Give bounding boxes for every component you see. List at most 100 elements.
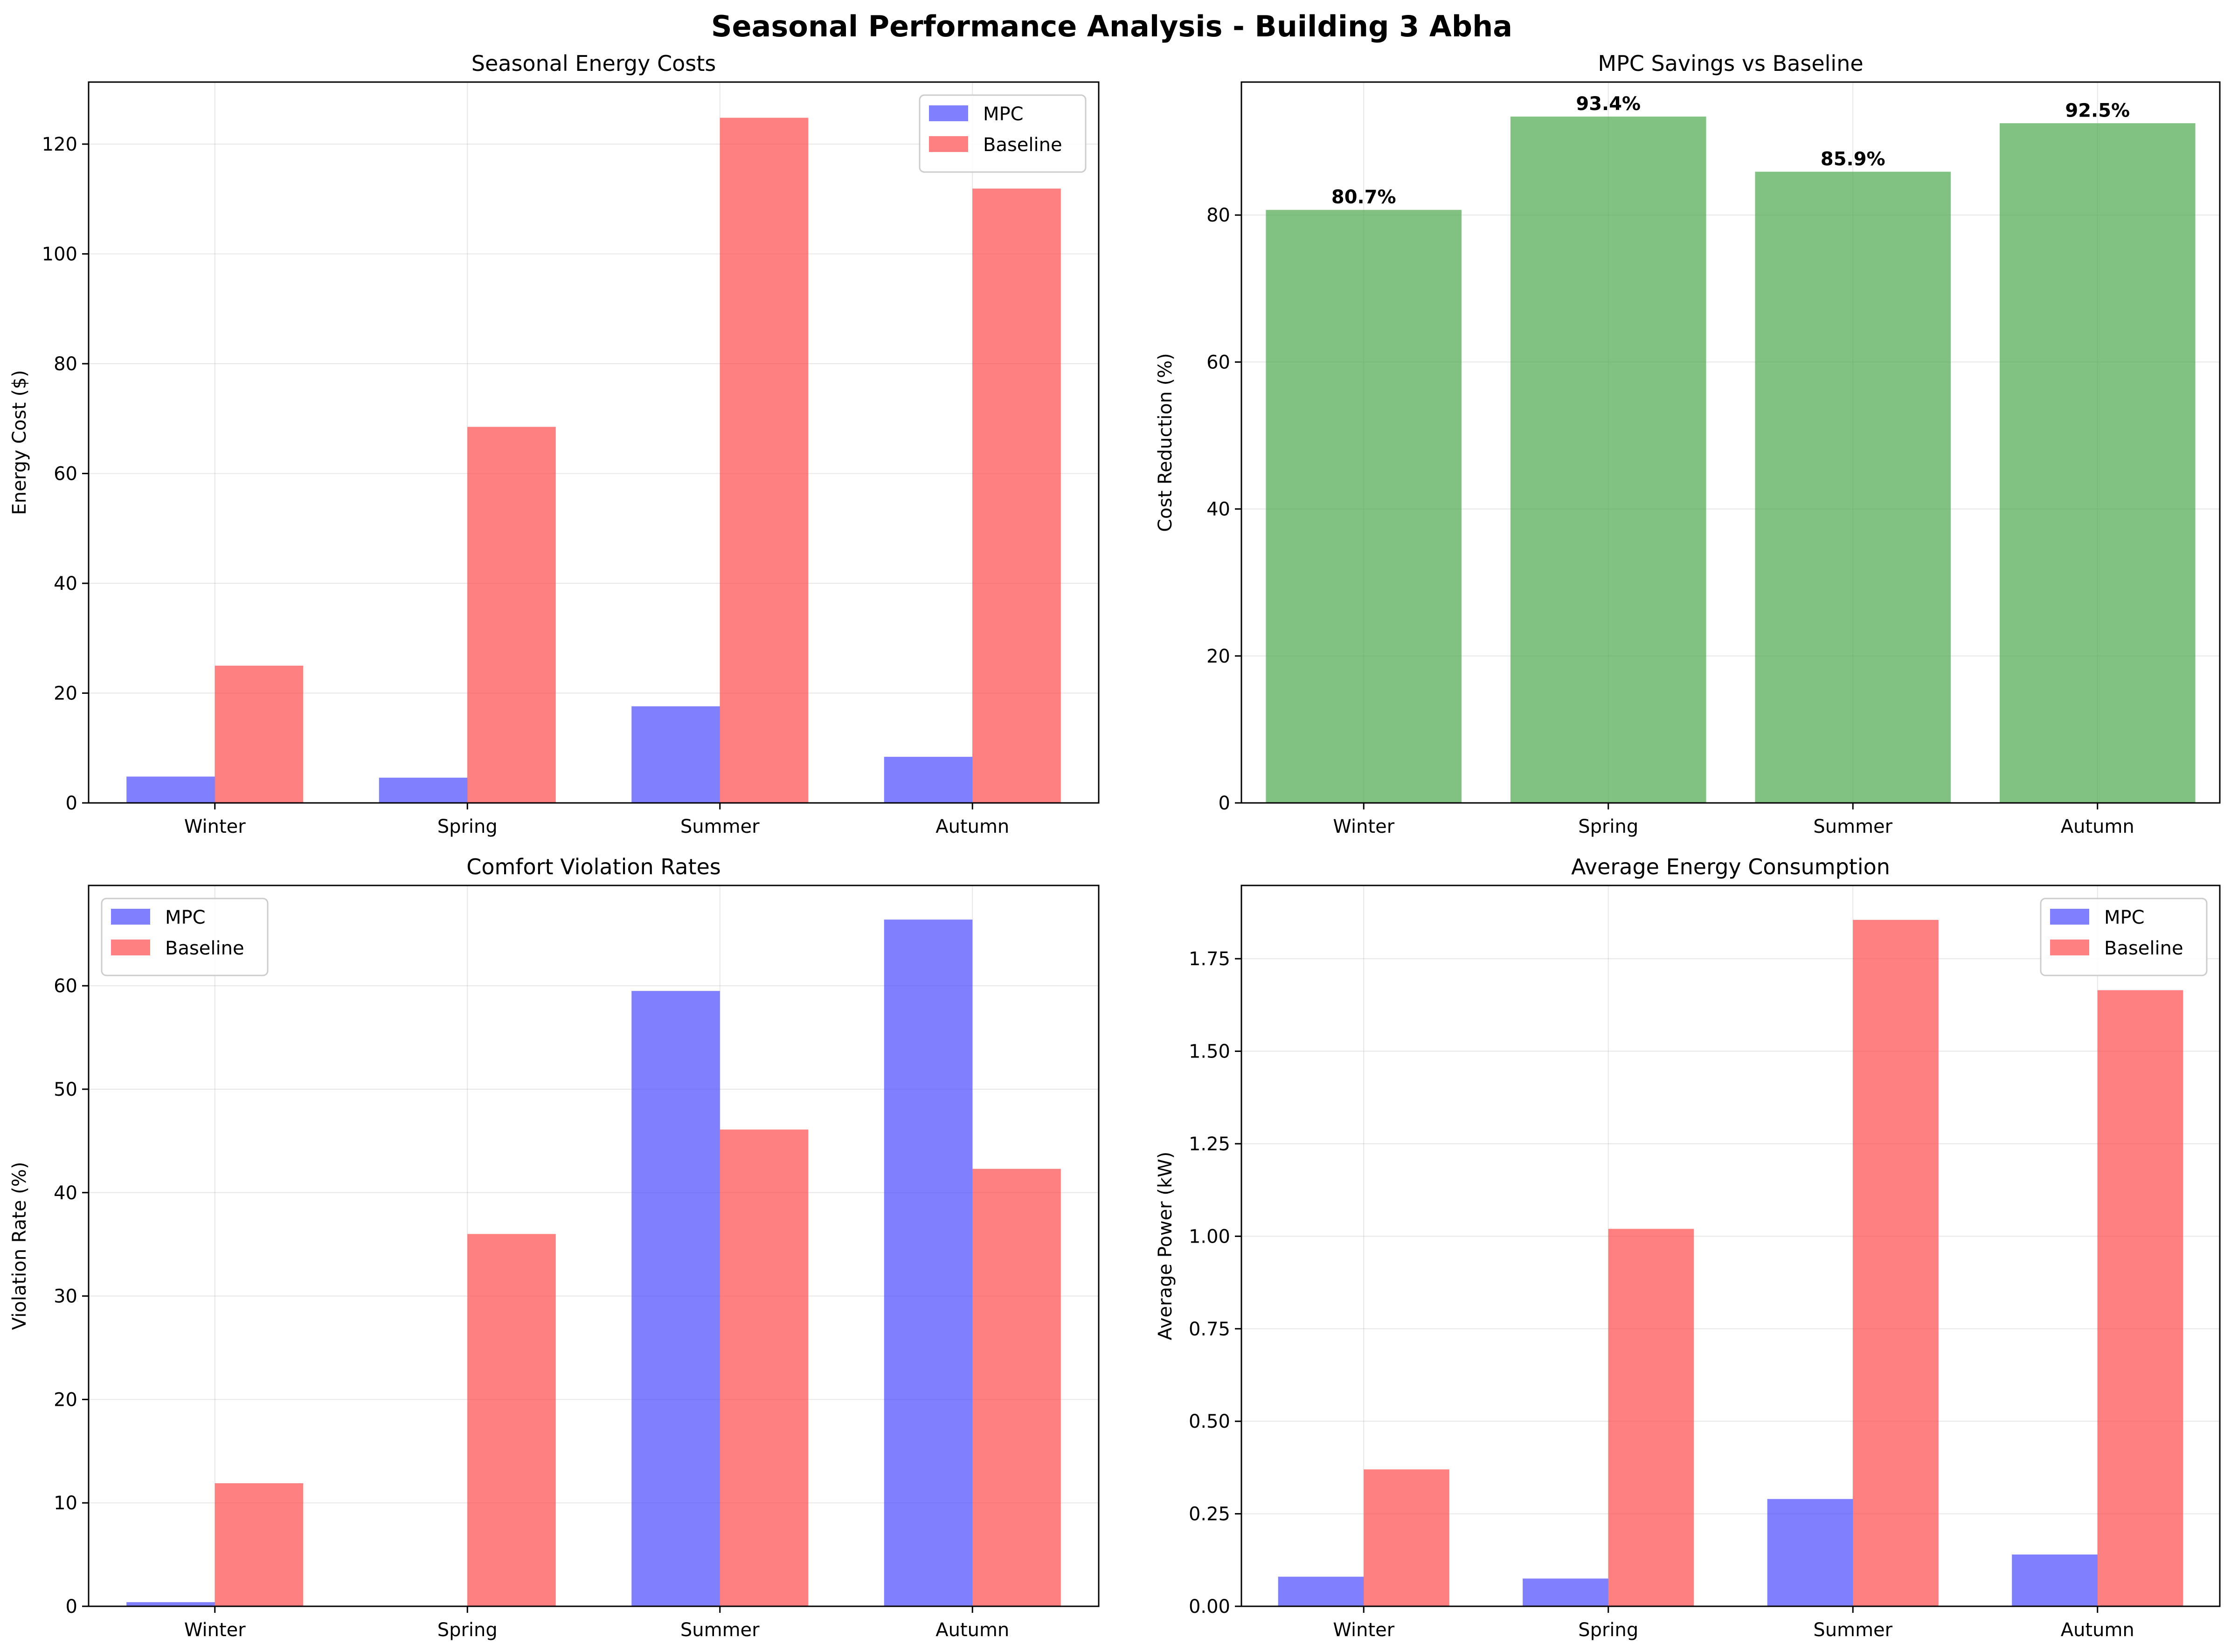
x-tick-label: Summer bbox=[680, 816, 760, 837]
y-tick-label: 0.75 bbox=[1189, 1319, 1230, 1340]
x-tick-label: Autumn bbox=[935, 1619, 1009, 1641]
bar-mpc-summer bbox=[1767, 1499, 1853, 1606]
bar-mpc-winter bbox=[126, 1602, 215, 1606]
y-tick-label: 0 bbox=[66, 1596, 77, 1617]
legend-swatch-mpc bbox=[2050, 909, 2089, 925]
axes-frame bbox=[88, 81, 1100, 804]
bar-mpc-winter bbox=[126, 776, 215, 803]
chart-title: Seasonal Energy Costs bbox=[471, 51, 716, 76]
legend-swatch-baseline bbox=[929, 136, 968, 152]
chart-title: MPC Savings vs Baseline bbox=[1598, 51, 1863, 76]
y-tick-label: 80 bbox=[54, 353, 77, 375]
bar-baseline-spring bbox=[467, 1234, 556, 1606]
y-tick-label: 40 bbox=[54, 573, 77, 594]
legend-label-mpc: MPC bbox=[2104, 907, 2145, 928]
chart-power: Average Energy Consumption 0.00 0.25 0.50 0.… bbox=[1155, 854, 2221, 1641]
bar-mpc-autumn bbox=[884, 919, 973, 1606]
bar-baseline-spring bbox=[467, 427, 556, 803]
bar-mpc-summer bbox=[631, 991, 720, 1606]
y-tick-label: 50 bbox=[54, 1079, 77, 1100]
y-tick-label: 60 bbox=[54, 463, 77, 485]
y-tick-label: 20 bbox=[54, 683, 77, 705]
bar-series-summer bbox=[1755, 172, 1951, 803]
y-tick-label: 0.25 bbox=[1189, 1504, 1230, 1525]
legend: MPC Baseline bbox=[919, 94, 1087, 173]
bar-baseline-summer bbox=[1853, 919, 1939, 1606]
bar-baseline-autumn bbox=[972, 188, 1061, 803]
chart-title: Comfort Violation Rates bbox=[466, 854, 721, 879]
y-tick-label: 40 bbox=[1206, 499, 1230, 520]
data-label: 93.4% bbox=[1576, 93, 1641, 115]
x-tick-label: Autumn bbox=[2061, 816, 2134, 837]
bar-baseline-winter bbox=[215, 1483, 304, 1606]
x-tick-label: Autumn bbox=[2061, 1619, 2134, 1641]
y-axis-label: Violation Rate (%) bbox=[9, 1162, 30, 1330]
bar-series-spring bbox=[1510, 117, 1706, 803]
legend-label-baseline: Baseline bbox=[165, 938, 244, 959]
x-tick-label: Winter bbox=[1333, 1619, 1394, 1641]
figure-title: Seasonal Performance Analysis - Building… bbox=[711, 9, 1512, 43]
chart-savings: MPC Savings vs Baseline 80.7% 93.4% 85.9% 92… bbox=[1155, 51, 2221, 837]
y-tick-label: 1.50 bbox=[1189, 1041, 1230, 1063]
y-axis-label: Energy Cost ($) bbox=[9, 370, 30, 515]
chart-violations: Comfort Violation Rates 0 10 20 30 40 50 60 Wint… bbox=[9, 854, 1100, 1641]
y-tick-label: 1.00 bbox=[1189, 1226, 1230, 1247]
x-tick-label: Winter bbox=[184, 816, 246, 837]
axes-frame bbox=[1240, 885, 2221, 1607]
y-tick-label: 20 bbox=[1206, 646, 1230, 667]
x-tick-label: Spring bbox=[1578, 816, 1638, 837]
bar-mpc-summer bbox=[631, 706, 720, 803]
y-tick-label: 0.50 bbox=[1189, 1411, 1230, 1432]
axes-frame bbox=[88, 885, 1100, 1607]
legend-label-mpc: MPC bbox=[165, 907, 206, 928]
chart-costs: Seasonal Energy Costs 0 20 40 60 80 100 120 Wint… bbox=[9, 51, 1100, 837]
y-tick-label: 60 bbox=[54, 975, 77, 997]
y-tick-label: 60 bbox=[1206, 352, 1230, 373]
y-tick-label: 80 bbox=[1206, 205, 1230, 226]
y-axis-label: Average Power (kW) bbox=[1155, 1152, 1176, 1341]
y-tick-label: 20 bbox=[54, 1389, 77, 1410]
x-tick-label: Autumn bbox=[935, 816, 1009, 837]
x-tick-label: Spring bbox=[1578, 1619, 1638, 1641]
bar-baseline-winter bbox=[1364, 1469, 1449, 1606]
y-tick-label: 0.00 bbox=[1189, 1596, 1230, 1617]
y-tick-label: 1.75 bbox=[1189, 948, 1230, 970]
legend: MPC Baseline bbox=[2040, 898, 2208, 976]
x-tick-label: Spring bbox=[437, 816, 498, 837]
bar-mpc-winter bbox=[1278, 1576, 1364, 1606]
bar-baseline-summer bbox=[720, 1129, 809, 1606]
x-tick-label: Summer bbox=[680, 1619, 760, 1641]
legend-swatch-mpc bbox=[111, 909, 150, 925]
bar-mpc-spring bbox=[379, 777, 468, 803]
data-label: 85.9% bbox=[1821, 148, 1885, 170]
legend-label-baseline: Baseline bbox=[983, 134, 1062, 156]
bar-mpc-autumn bbox=[2012, 1554, 2098, 1606]
legend-swatch-mpc bbox=[929, 105, 968, 121]
y-tick-label: 0 bbox=[1219, 793, 1230, 814]
axes-frame bbox=[1240, 81, 2221, 804]
bar-baseline-autumn bbox=[2097, 990, 2183, 1606]
x-tick-label: Winter bbox=[1333, 816, 1394, 837]
bar-baseline-winter bbox=[215, 665, 304, 803]
x-tick-label: Winter bbox=[184, 1619, 246, 1641]
y-tick-label: 0 bbox=[66, 793, 77, 814]
x-tick-label: Summer bbox=[1813, 1619, 1892, 1641]
charts-container: Seasonal Energy Costs020406080100120Wint… bbox=[9, 51, 2221, 1641]
legend: MPC Baseline bbox=[101, 898, 269, 976]
y-tick-label: 1.25 bbox=[1189, 1134, 1230, 1155]
data-label: 92.5% bbox=[2065, 100, 2130, 121]
bar-baseline-summer bbox=[720, 118, 809, 803]
bar-series-autumn bbox=[1999, 123, 2196, 803]
legend-swatch-baseline bbox=[111, 940, 150, 955]
x-tick-label: Spring bbox=[437, 1619, 498, 1641]
y-axis-label: Cost Reduction (%) bbox=[1155, 353, 1176, 532]
legend-label-baseline: Baseline bbox=[2104, 938, 2183, 959]
y-tick-label: 10 bbox=[54, 1493, 77, 1514]
y-tick-label: 40 bbox=[54, 1182, 77, 1204]
y-tick-label: 100 bbox=[42, 244, 77, 265]
y-tick-label: 30 bbox=[54, 1286, 77, 1307]
bar-baseline-spring bbox=[1608, 1229, 1694, 1606]
y-tick-label: 120 bbox=[42, 134, 77, 155]
x-tick-label: Summer bbox=[1813, 816, 1892, 837]
